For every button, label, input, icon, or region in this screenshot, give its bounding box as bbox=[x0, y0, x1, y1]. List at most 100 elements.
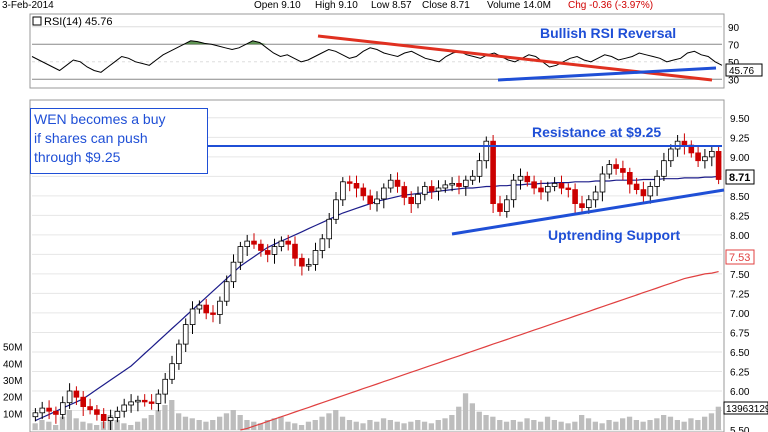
volume-bar bbox=[339, 416, 346, 430]
volume-bar bbox=[449, 415, 455, 430]
volume-bar bbox=[613, 421, 619, 430]
candle-body bbox=[203, 304, 210, 314]
candle-body bbox=[483, 140, 490, 162]
volume-bars bbox=[32, 393, 721, 430]
volume-bar bbox=[510, 420, 516, 430]
volume-bar bbox=[654, 418, 660, 430]
candle-body bbox=[305, 264, 312, 267]
candle-body bbox=[264, 250, 271, 255]
volume-bar bbox=[87, 423, 93, 430]
volume-bar bbox=[39, 420, 45, 430]
volume-bar bbox=[278, 416, 284, 430]
price-tick-label: 9.00 bbox=[730, 153, 750, 164]
rsi-tick-label: 90 bbox=[728, 23, 740, 34]
candle-body bbox=[278, 240, 285, 248]
volume-bar bbox=[476, 411, 482, 430]
candle-body bbox=[128, 401, 134, 406]
candle-body bbox=[32, 412, 39, 418]
candle-body bbox=[155, 393, 162, 404]
volume-bar bbox=[551, 420, 557, 430]
rsi-support-line bbox=[497, 66, 717, 82]
volume-bar bbox=[531, 420, 537, 430]
candle-body bbox=[531, 181, 537, 189]
volume-tick-label: 40M bbox=[3, 359, 22, 370]
volume-tick-label: 30M bbox=[3, 376, 22, 387]
price-tick-label: 7.00 bbox=[730, 309, 750, 320]
support-trendline bbox=[451, 188, 725, 236]
quote-high: High 9.10 bbox=[315, 0, 358, 11]
candle-body bbox=[353, 182, 360, 189]
volume-bar bbox=[53, 425, 59, 430]
volume-bar bbox=[538, 421, 544, 430]
candle-body bbox=[681, 140, 688, 146]
candle-body bbox=[620, 168, 626, 173]
volume-bar bbox=[203, 421, 209, 430]
price-tick-label: 6.75 bbox=[730, 328, 750, 339]
quote-low: Low 8.57 bbox=[371, 0, 412, 11]
volume-bar bbox=[681, 421, 687, 430]
volume-bar bbox=[524, 418, 530, 430]
candle-body bbox=[627, 171, 633, 185]
volume-bar bbox=[326, 413, 332, 430]
volume-bar bbox=[695, 420, 701, 430]
volume-bar bbox=[442, 418, 448, 430]
volume-bar bbox=[271, 418, 277, 430]
volume-bar bbox=[114, 420, 120, 430]
price-tick-label: 5.50 bbox=[730, 426, 750, 432]
candle-body bbox=[244, 240, 251, 248]
candle-body bbox=[39, 407, 46, 414]
candle-body bbox=[182, 324, 189, 345]
volume-bar bbox=[94, 425, 100, 430]
volume-bar bbox=[421, 421, 428, 430]
price-value-badge bbox=[725, 169, 755, 185]
candle-body bbox=[647, 186, 654, 197]
volume-bar bbox=[579, 415, 585, 430]
candle-body bbox=[462, 179, 469, 187]
candle-body bbox=[196, 304, 203, 310]
candle-body bbox=[326, 218, 332, 240]
price-tick-label: 9.50 bbox=[730, 114, 750, 125]
volume-bar bbox=[715, 406, 721, 430]
volume-bar bbox=[128, 425, 134, 430]
price-tick-label: 9.25 bbox=[730, 133, 750, 144]
candle-body bbox=[141, 399, 148, 403]
volume-bar bbox=[333, 410, 339, 430]
candle-body bbox=[53, 410, 59, 415]
volume-tick-label: 10M bbox=[3, 409, 22, 420]
price-value-badge-text: 8.71 bbox=[729, 172, 750, 184]
candle-body bbox=[367, 195, 373, 205]
volume-bar bbox=[565, 423, 571, 430]
quote-volume: Volume 14.0M bbox=[487, 0, 551, 11]
volume-bar bbox=[490, 416, 496, 430]
candle-body bbox=[428, 186, 435, 192]
price-tick-label: 8.00 bbox=[730, 231, 750, 242]
volume-bar bbox=[148, 415, 154, 430]
note-callout-text: WEN becomes a buy if shares can push thr… bbox=[34, 111, 166, 165]
volume-bar bbox=[223, 413, 230, 430]
price-tick-label: 7.25 bbox=[730, 289, 750, 300]
volume-bar bbox=[141, 418, 148, 430]
volume-bar bbox=[298, 425, 305, 430]
note-callout-box bbox=[30, 108, 208, 174]
volume-bar bbox=[46, 421, 52, 430]
volume-bar bbox=[558, 421, 564, 430]
candle-body bbox=[135, 399, 141, 403]
candle-body bbox=[408, 196, 414, 204]
candle-body bbox=[558, 182, 565, 189]
candle-body bbox=[538, 187, 544, 193]
candle-body bbox=[217, 300, 223, 315]
volume-bar bbox=[462, 393, 469, 430]
candle-body bbox=[572, 189, 578, 205]
candle-body bbox=[421, 186, 428, 195]
volume-bar bbox=[606, 420, 612, 430]
volume-bar bbox=[189, 418, 195, 430]
volume-bar bbox=[428, 423, 434, 430]
volume-bar bbox=[647, 420, 653, 430]
candle-body bbox=[189, 308, 196, 326]
quote-change: Chg -0.36 (-3.97%) bbox=[568, 0, 654, 11]
volume-bar bbox=[210, 420, 216, 430]
candle-body bbox=[121, 404, 128, 412]
candle-body bbox=[442, 184, 449, 189]
volume-bar bbox=[305, 421, 312, 430]
